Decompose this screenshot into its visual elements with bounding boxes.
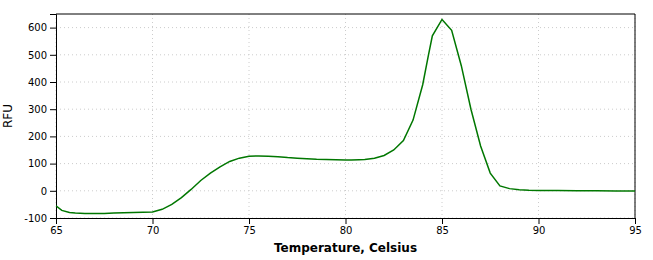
tick: 400 [28,77,56,88]
tick: 200 [28,131,56,142]
tick-mark [50,82,56,83]
y-axis-title: RFU [1,104,15,128]
grid-line-x [635,14,636,218]
chart-container: 65 70 75 80 85 90 95 -100 0 100 200 300 400 500 600 Tem… [0,0,653,260]
grid-line-x [538,14,539,218]
tick: -100 [24,213,56,224]
tick-label: 600 [28,22,47,33]
tick-mark [346,218,347,224]
tick-mark [50,218,56,219]
grid-line-y [56,82,635,83]
tick-mark [50,28,56,29]
tick-mark [50,136,56,137]
tick: 0 [41,186,56,197]
tick-label: 95 [629,225,642,236]
grid-line-x [442,14,443,218]
tick-label: 100 [28,158,47,169]
grid-line-y [56,54,635,55]
tick-label: 500 [28,50,47,61]
frame-right [635,14,636,218]
grid-line-y [56,163,635,164]
tick: 70 [147,218,160,236]
tick-label: 0 [41,186,47,197]
tick: 80 [340,218,353,236]
tick-label: 90 [533,225,546,236]
tick: 90 [533,218,546,236]
marks [56,19,635,213]
frame-top [56,14,635,15]
tick: 100 [28,158,56,169]
tick-mark [442,218,443,224]
tick: 85 [436,218,449,236]
tick: 65 [50,218,63,236]
chart-svg: 65 70 75 80 85 90 95 -100 0 100 200 300 400 500 600 Tem… [0,0,653,260]
tick-mark [50,191,56,192]
tick-mark [153,218,154,224]
axis-line [50,15,57,219]
axis-line [57,219,636,225]
grid-line-y [56,27,635,28]
grid-line-x [249,14,250,218]
tick-mark [249,218,250,224]
grid-line-x [345,14,346,218]
tick-label: 85 [436,225,449,236]
tick: 75 [243,218,256,236]
plot-area: 65 70 75 80 85 90 95 -100 0 100 200 300 400 500 600 Tem… [1,14,642,255]
tick-label: 300 [28,104,47,115]
line [56,19,635,213]
grid-line-x [152,14,153,218]
tick-label: 75 [243,225,256,236]
tick-label: 200 [28,131,47,142]
tick: 95 [629,218,642,236]
grid-line-y [56,109,635,110]
tick-mark [50,55,56,56]
grid [56,14,635,218]
tick-label: 80 [340,225,353,236]
tick-mark [50,164,56,165]
x-axis-title: Temperature, Celsius [274,241,417,255]
tick-mark [539,218,540,224]
grid-line-y [56,136,635,137]
tick-label: 65 [50,225,63,236]
tick: 500 [28,50,56,61]
tick-label: 400 [28,77,47,88]
tick-mark [50,109,56,110]
tick: 600 [28,22,56,33]
y-axis: -100 0 100 200 300 400 500 600 [24,15,56,224]
tick-mark [635,218,636,224]
x-axis: 65 70 75 80 85 90 95 [50,218,642,236]
tick-label: 70 [147,225,160,236]
tick: 300 [28,104,56,115]
tick-label: -100 [24,213,47,224]
